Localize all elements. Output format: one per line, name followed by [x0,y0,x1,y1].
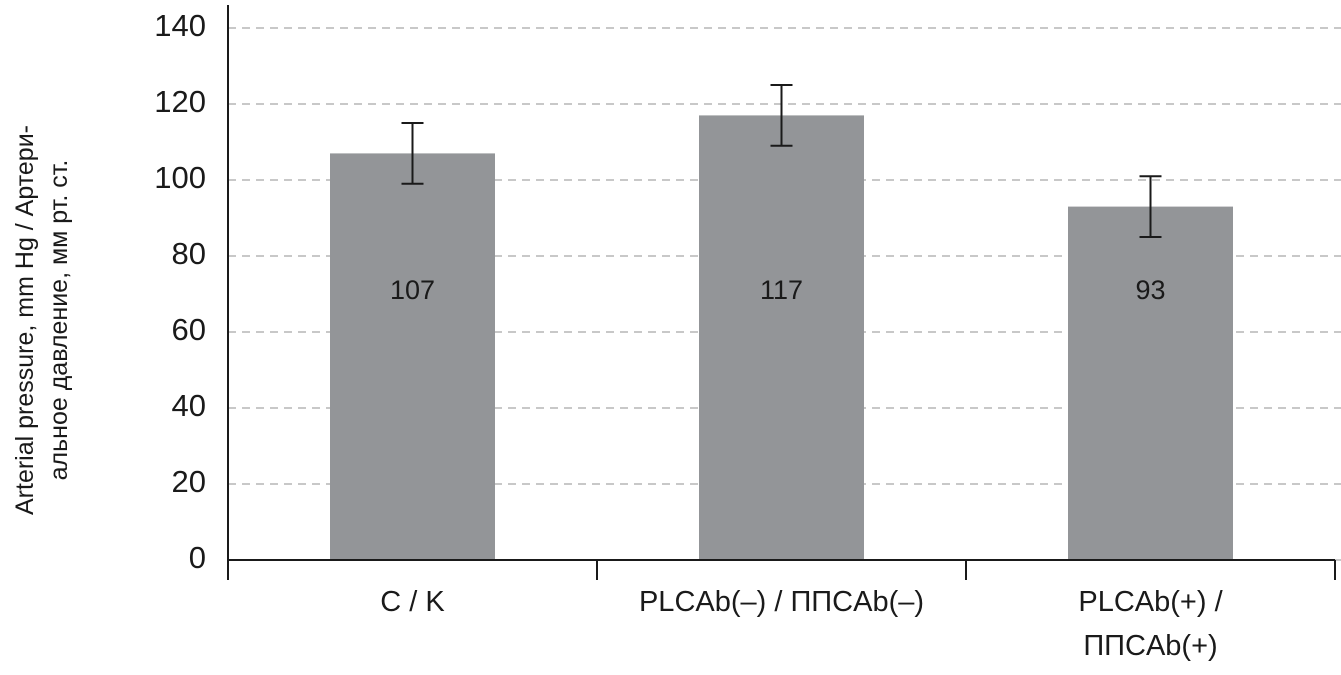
x-tick-label: C / K [380,586,445,618]
data-label: 117 [760,275,803,305]
y-tick-label: 80 [172,236,206,271]
bar [330,153,495,560]
y-axis-label: Arterial pressure, mm Hg / Артери- ально… [11,125,73,515]
data-label: 93 [1135,275,1165,305]
y-tick-label: 140 [154,8,206,43]
x-tick-label: PLCAb(–) / ППСAb(–) [638,586,925,618]
y-tick-label: 40 [172,388,206,423]
y-tick-label: 20 [172,464,206,499]
data-label: 107 [390,275,435,305]
bar [1068,206,1233,560]
y-tick-label: 60 [172,312,206,347]
y-tick-label: 120 [154,84,206,119]
x-tick-label: PLCAb(+) / ППСAb(+) [1078,586,1223,662]
y-tick-label: 100 [154,160,206,195]
bar [699,115,864,561]
y-tick-label: 0 [189,540,206,575]
